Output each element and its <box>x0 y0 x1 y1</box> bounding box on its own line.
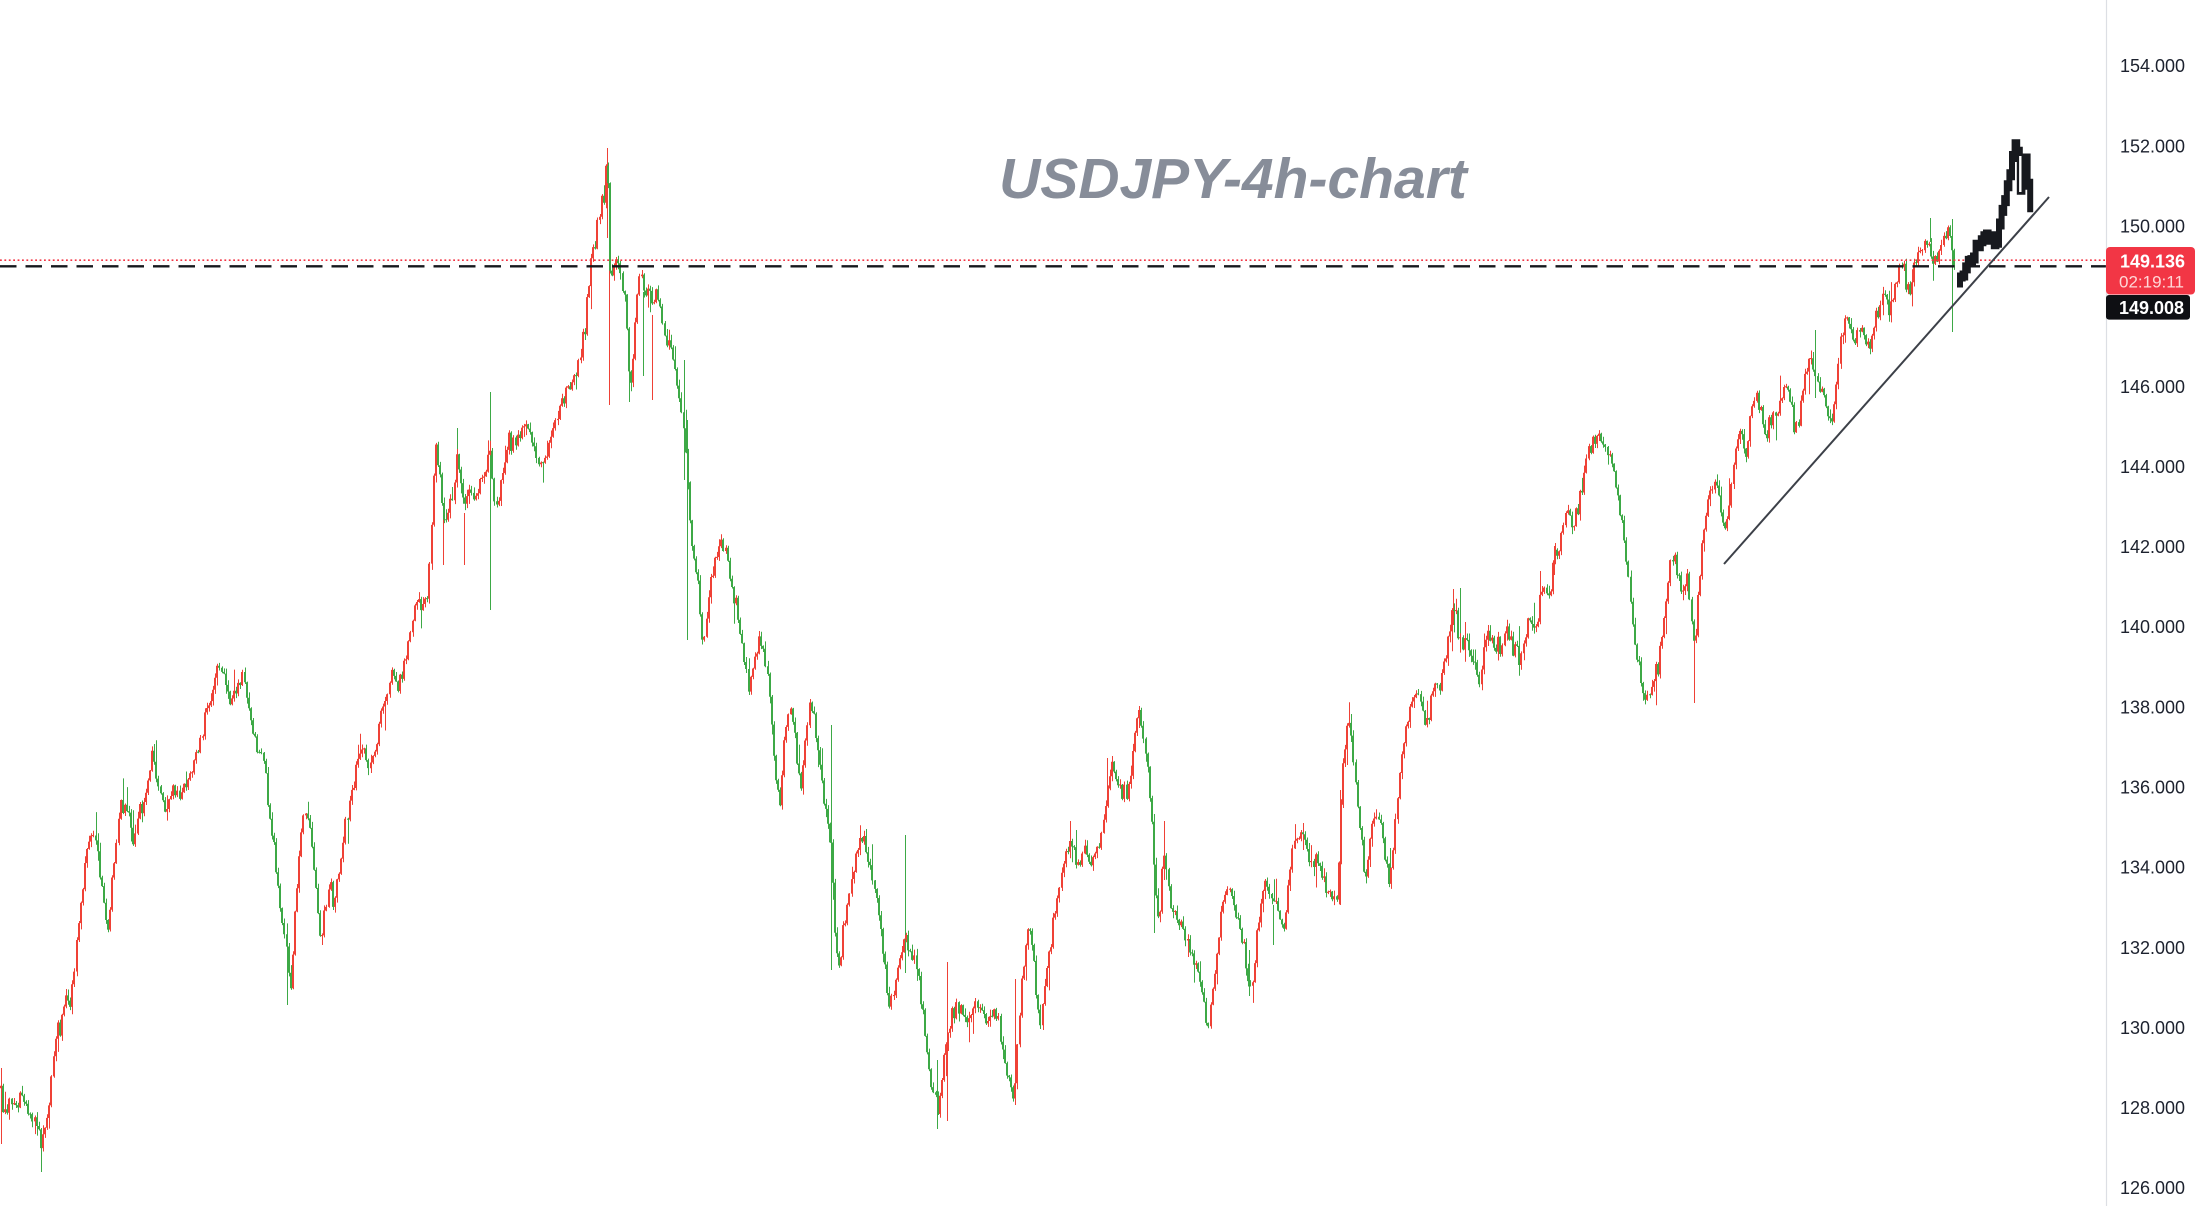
svg-text:154.000: 154.000 <box>2120 56 2185 76</box>
svg-text:150.000: 150.000 <box>2120 217 2185 237</box>
svg-text:140.000: 140.000 <box>2120 617 2185 637</box>
svg-text:126.000: 126.000 <box>2120 1178 2185 1198</box>
svg-text:128.000: 128.000 <box>2120 1098 2185 1118</box>
svg-text:142.000: 142.000 <box>2120 537 2185 557</box>
svg-text:136.000: 136.000 <box>2120 778 2185 798</box>
svg-text:132.000: 132.000 <box>2120 938 2185 958</box>
svg-text:149.008: 149.008 <box>2119 298 2184 318</box>
svg-text:152.000: 152.000 <box>2120 136 2185 156</box>
svg-text:149.136: 149.136 <box>2120 252 2185 272</box>
svg-text:USDJPY-4h-chart: USDJPY-4h-chart <box>999 147 1469 211</box>
svg-text:146.000: 146.000 <box>2120 377 2185 397</box>
svg-text:130.000: 130.000 <box>2120 1018 2185 1038</box>
svg-text:138.000: 138.000 <box>2120 697 2185 717</box>
svg-text:02:19:11: 02:19:11 <box>2119 273 2184 292</box>
svg-text:144.000: 144.000 <box>2120 457 2185 477</box>
svg-text:134.000: 134.000 <box>2120 858 2185 878</box>
